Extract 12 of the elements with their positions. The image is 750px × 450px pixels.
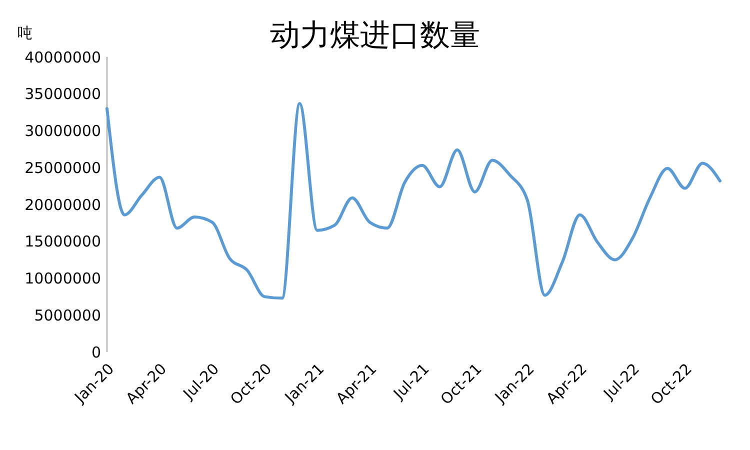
- y-tick-label: 5000000: [34, 306, 101, 324]
- y-tick-label: 15000000: [24, 232, 101, 251]
- y-tick-label: 35000000: [24, 85, 101, 104]
- chart-title: 动力煤进口数量: [270, 18, 480, 53]
- y-tick-label: 0: [91, 343, 101, 362]
- y-tick-label: 30000000: [24, 122, 101, 140]
- y-tick-label: 25000000: [24, 158, 101, 177]
- line-series: [106, 102, 722, 300]
- y-tick-label: 20000000: [24, 196, 101, 214]
- y-tick-label: 40000000: [24, 48, 101, 66]
- y-tick-label: 10000000: [24, 270, 101, 288]
- y-axis-title: 吨: [18, 24, 32, 42]
